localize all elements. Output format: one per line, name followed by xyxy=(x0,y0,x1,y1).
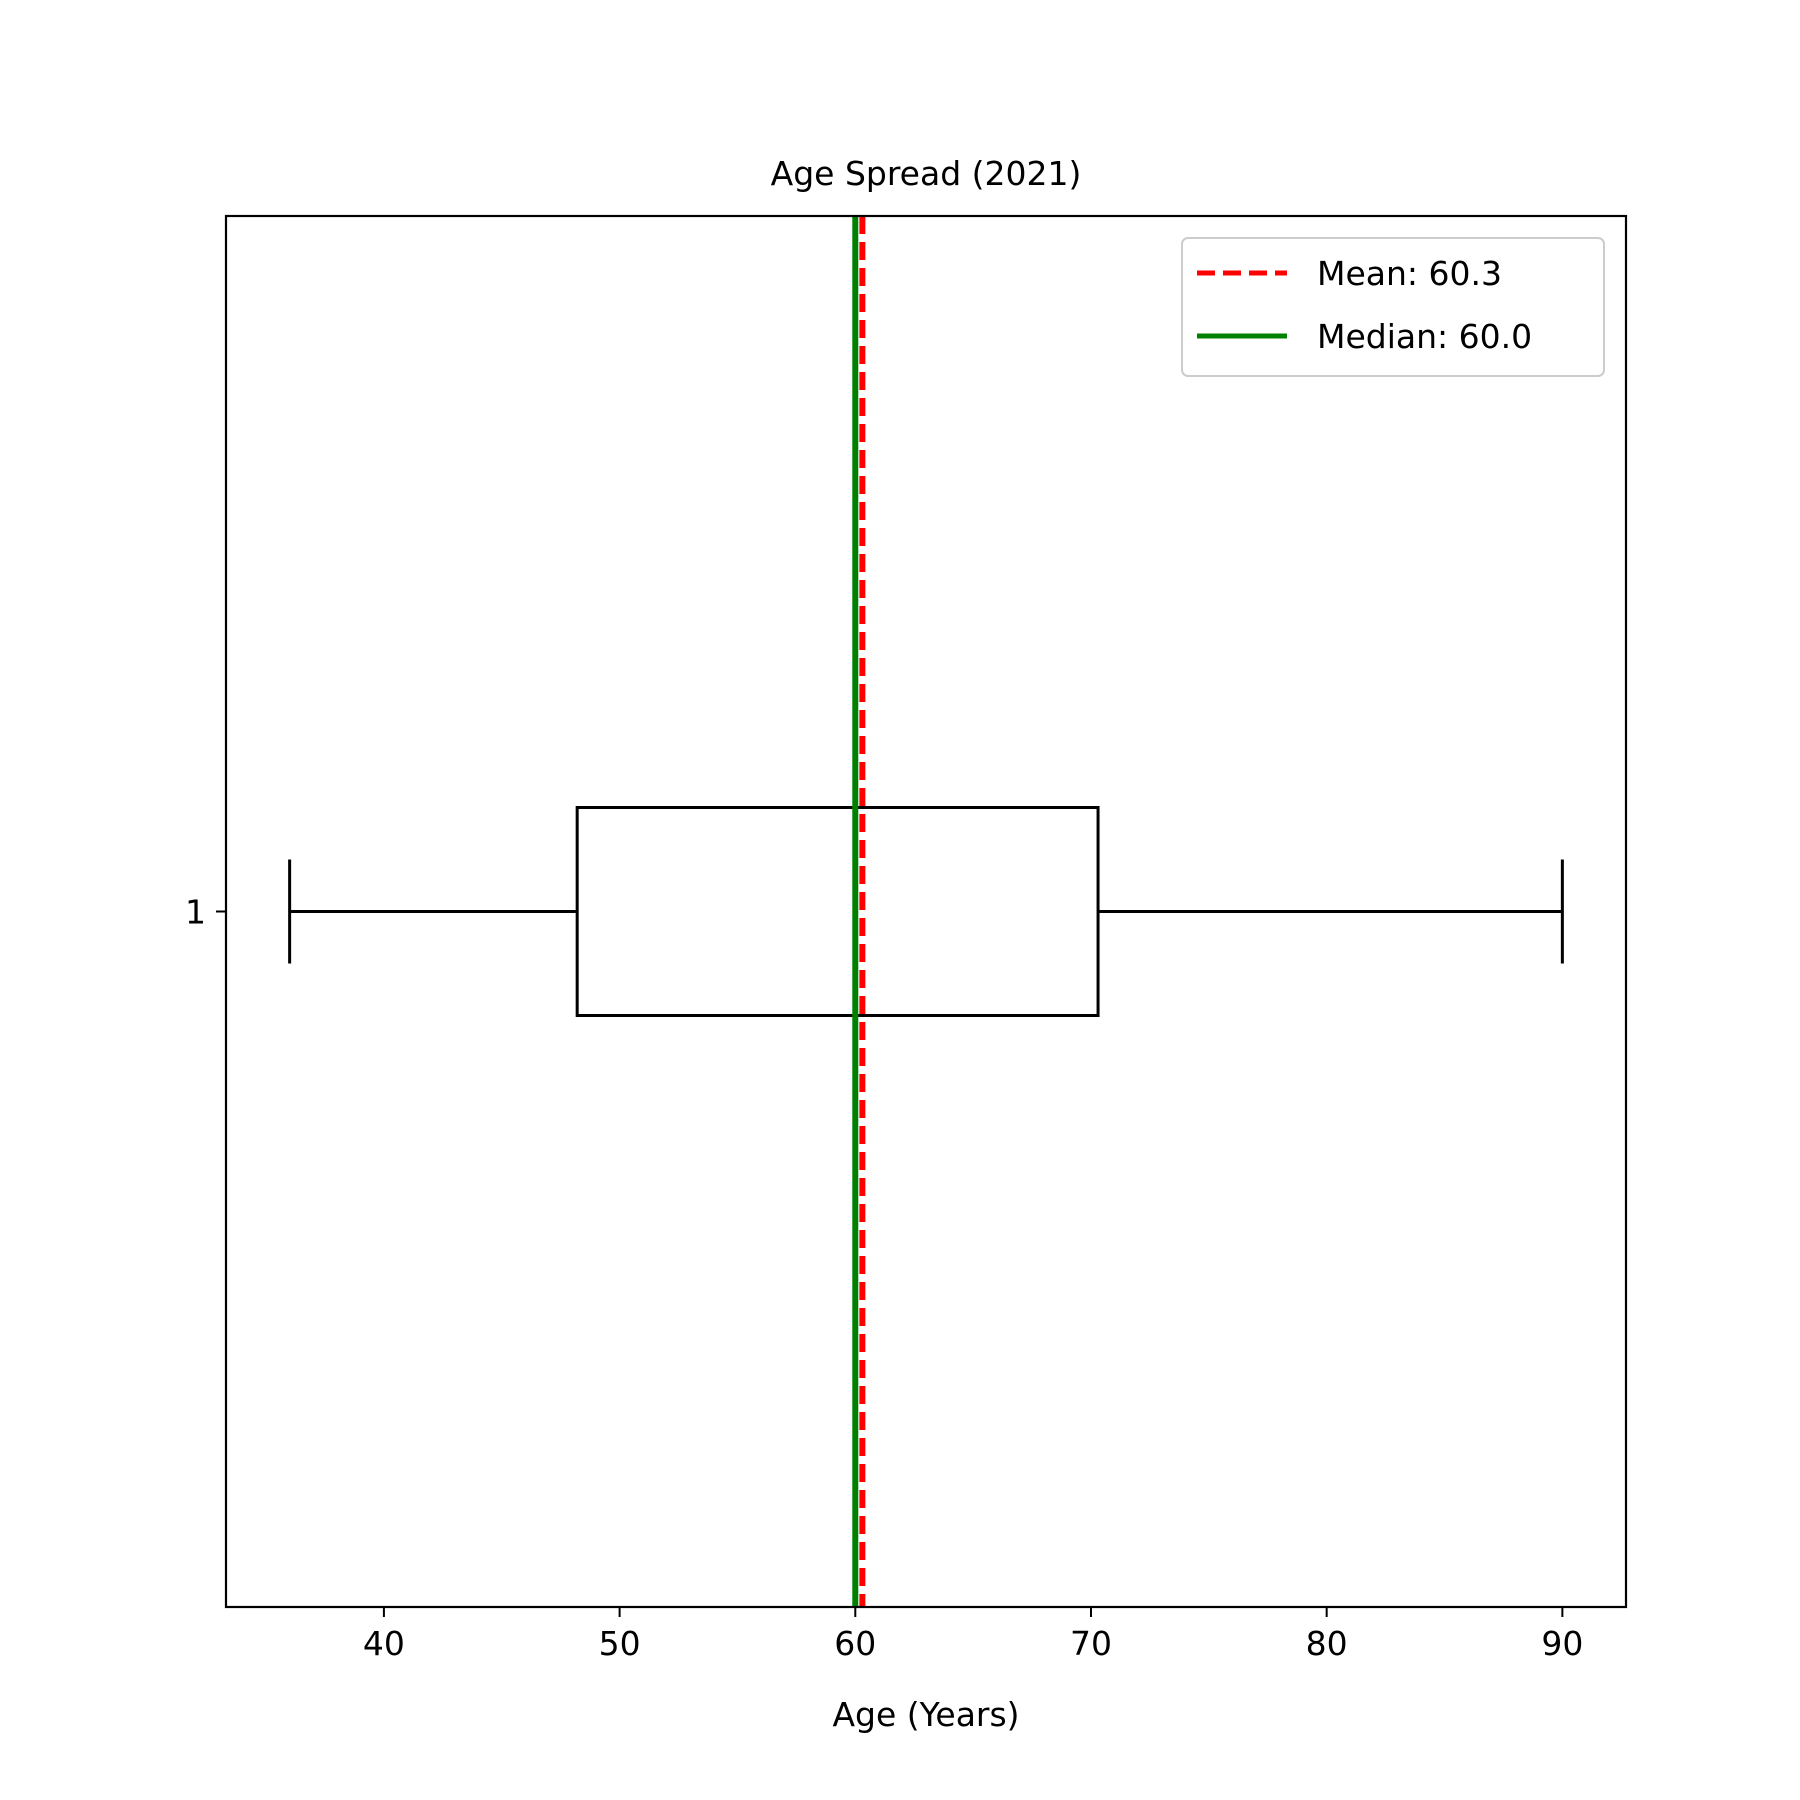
x-tick-label: 40 xyxy=(363,1624,405,1663)
legend-mean-label: Mean: 60.3 xyxy=(1317,254,1502,293)
legend-median-label: Median: 60.0 xyxy=(1317,317,1532,356)
x-axis: 40 50 60 70 80 90 xyxy=(363,1607,1583,1663)
y-tick-label: 1 xyxy=(185,893,206,932)
iqr-box xyxy=(575,806,1100,1017)
x-tick-label: 90 xyxy=(1541,1624,1583,1663)
chart-title: Age Spread (2021) xyxy=(771,154,1082,193)
x-tick-label: 70 xyxy=(1070,1624,1112,1663)
y-axis: 1 xyxy=(185,893,226,932)
legend: Mean: 60.3 Median: 60.0 xyxy=(1181,237,1605,377)
x-axis-label: Age (Years) xyxy=(832,1695,1019,1734)
x-tick-label: 80 xyxy=(1306,1624,1348,1663)
x-tick-label: 50 xyxy=(599,1624,641,1663)
plot-area xyxy=(288,216,1564,1607)
x-tick-label: 60 xyxy=(834,1624,876,1663)
legend-box xyxy=(1181,237,1605,377)
